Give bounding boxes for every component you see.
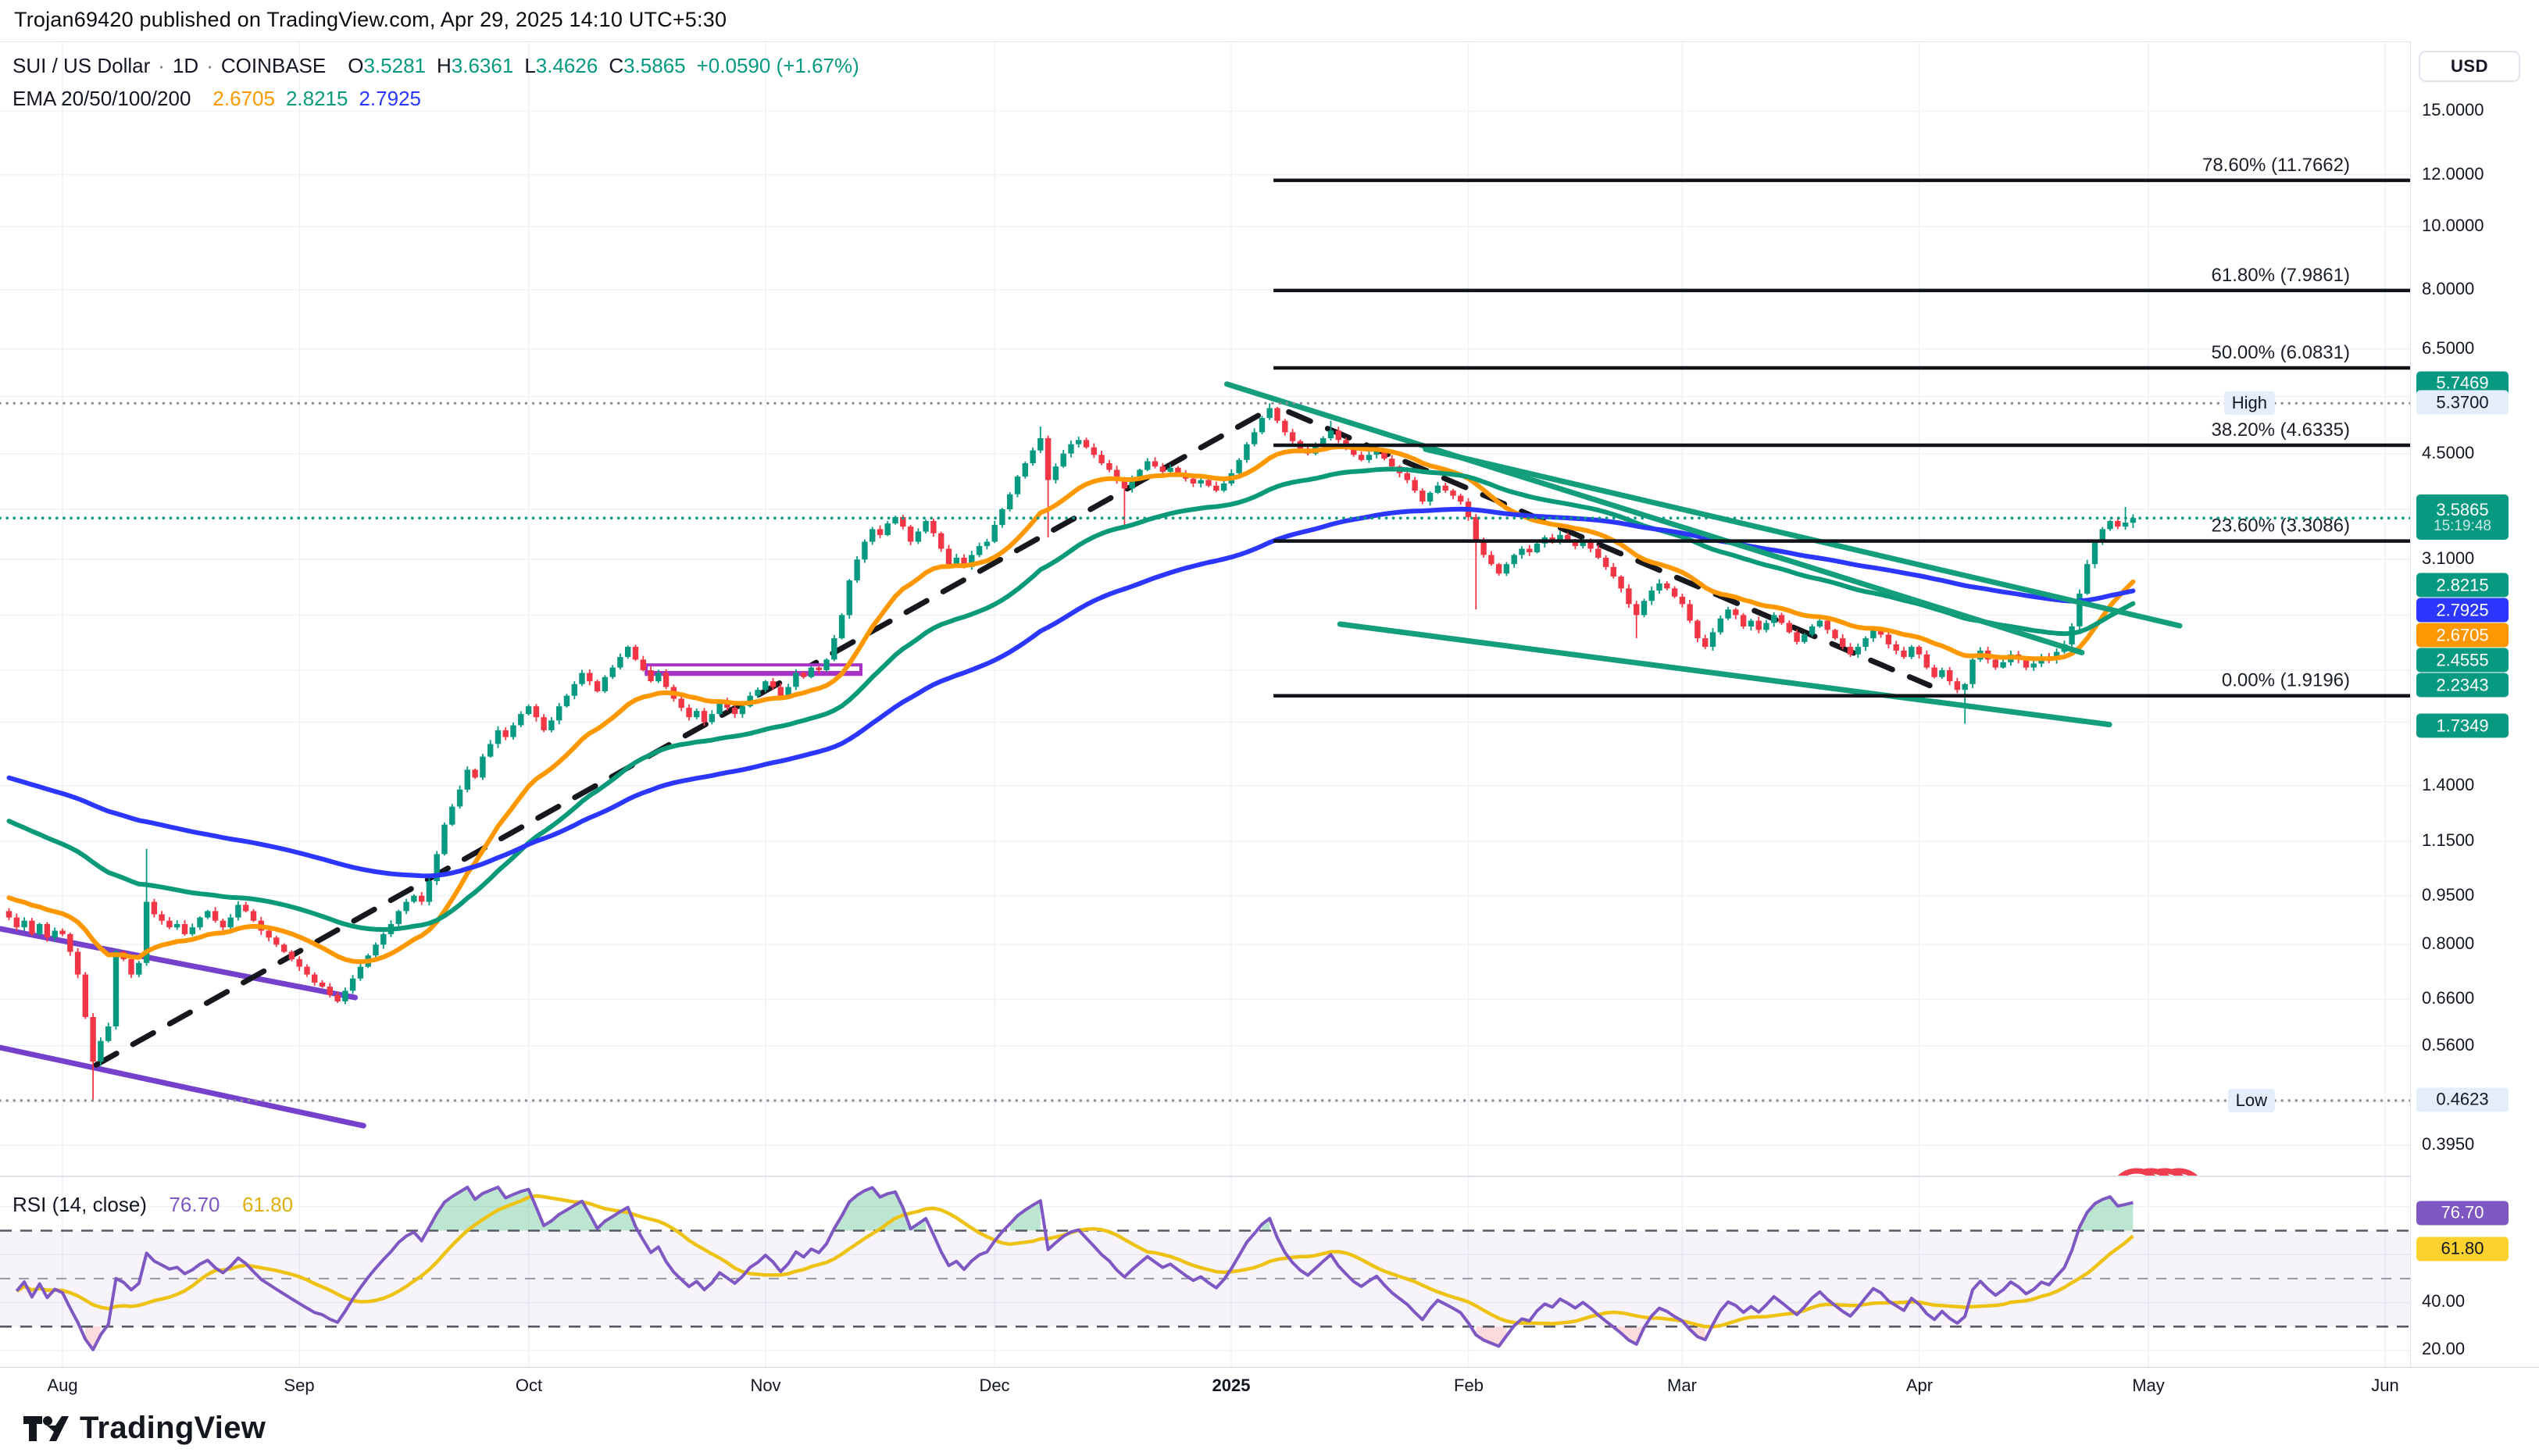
ema20-value: 2.6705 [212,86,275,110]
price-badge: 2.8215 [2416,573,2509,598]
rsi-badge: 76.70 [2416,1201,2509,1226]
ema-50-line [6,466,2136,932]
teal-resistance-long [1224,381,2085,655]
dashed-uptrend [93,404,1277,1068]
teal-support [1337,621,2112,728]
rsi-legend: RSI (14, close) 76.70 61.80 [12,1193,293,1217]
price-tick: 0.8000 [2422,933,2475,954]
price-tick: 4.5000 [2422,442,2475,462]
fib-label: 78.60% (11.7662) [2202,155,2350,176]
price-tick: 0.9500 [2422,884,2475,905]
ema50-value: 2.8215 [285,86,348,110]
fib-label: 50.00% (6.0831) [2212,342,2350,363]
purple-channel-lower [0,1044,366,1129]
time-label-oct: Oct [515,1376,543,1395]
separator-dot: · [158,53,165,77]
time-label-apr: Apr [1905,1376,1934,1395]
price-badge: 2.7925 [2416,598,2509,623]
tradingview-logo[interactable]: TradingView [23,1411,266,1446]
price-tick: 3.1000 [2422,548,2475,569]
fib-label: 61.80% (7.9861) [2212,265,2350,286]
close-value: 3.5865 [623,53,686,77]
price-tick: 10.0000 [2422,216,2484,236]
currency-toggle[interactable]: USD [2419,51,2520,82]
price-badge: 2.6705 [2416,623,2509,648]
time-label-aug: Aug [47,1376,78,1395]
attribution-text: Trojan69420 published on TradingView.com… [14,8,727,31]
rsi-indicator-pane[interactable]: RSI (14, close) 76.70 61.80 [0,1176,2410,1369]
tradingview-mark-icon [23,1415,69,1441]
high-letter: H [437,53,452,77]
purple-range-box [645,663,862,676]
price-badge: 0.4623 [2416,1087,2509,1112]
rsi-badge: 61.80 [2416,1237,2509,1262]
dashed-downtrend [1286,409,1933,689]
symbol-name: SUI / US Dollar [12,53,151,77]
fib-label: 23.60% (3.3086) [2212,516,2350,537]
high-line-label: High [2223,391,2275,415]
last-price-value: 3.5865 [2436,499,2489,519]
price-tick: 8.0000 [2422,279,2475,299]
price-tick: 1.4000 [2422,774,2475,794]
ema-label: EMA 20/50/100/200 [12,86,191,110]
time-label-may: May [2132,1376,2165,1395]
low-letter: L [524,53,536,77]
time-label-dec: Dec [979,1376,1010,1395]
low-value: 3.4626 [535,53,598,77]
price-tick: 12.0000 [2422,163,2484,184]
price-badge: 5.3700 [2416,390,2509,415]
ema-20-line [6,444,2136,965]
time-label-nov: Nov [750,1376,781,1395]
open-letter: O [348,53,364,77]
time-label-feb: Feb [1454,1376,1484,1395]
ema-legend-row: EMA 20/50/100/200 2.6705 2.8215 2.7925 [12,86,859,111]
price-chart-canvas[interactable]: 78.60% (11.7662) 61.80% (7.9861) 50.00% (6… [0,42,2410,1176]
rsi-signal-value: 61.80 [241,1193,294,1216]
price-tick: 0.3950 [2422,1134,2475,1154]
rsi-value: 76.70 [169,1193,220,1216]
separator-dot: · [206,53,213,77]
price-tick: 0.6600 [2422,988,2475,1008]
tradingview-wordmark: TradingView [80,1411,266,1445]
time-axis[interactable]: Aug Sep Oct Nov Dec 2025 Feb Mar Apr May Jun [0,1367,2539,1404]
time-label-sep: Sep [284,1376,315,1395]
ema100-value: 2.7925 [359,86,421,110]
purple-channel-upper [0,926,359,1001]
price-axis[interactable]: USD 15.0000 12.0000 10.0000 8.0000 6.5000 4.5… [2410,41,2539,1367]
price-badge: 2.4555 [2416,648,2509,673]
time-label-2025: 2025 [1212,1376,1251,1395]
rsi-canvas[interactable] [0,1177,2410,1367]
time-label-mar: Mar [1667,1376,1697,1395]
teal-resistance-2 [1423,446,2183,629]
price-tick: 0.5600 [2422,1035,2475,1055]
fib-label: 0.00% (1.9196) [2222,670,2350,691]
time-label-jun: Jun [2371,1376,2399,1395]
price-tick: 15.0000 [2422,100,2484,120]
price-badge: 2.2343 [2416,673,2509,698]
symbol-legend-row: SUI / US Dollar · 1D · COINBASE O 3.5281… [12,53,859,78]
price-tick: 1.1500 [2422,830,2475,851]
low-line-label: Low [2227,1089,2275,1112]
rsi-tick: 40.00 [2422,1290,2466,1311]
open-value: 3.5281 [363,53,426,77]
bar-countdown: 15:19:48 [2434,517,2491,534]
main-chart-pane[interactable]: 78.60% (11.7662) 61.80% (7.9861) 50.00% (6… [0,41,2410,1176]
price-badge: 1.7349 [2416,713,2509,738]
close-letter: C [609,53,624,77]
rsi-label: RSI (14, close) [12,1193,147,1216]
last-price-badge: 3.5865 15:19:48 [2416,494,2509,541]
rsi-tick: 20.00 [2422,1339,2466,1358]
rsi-line [15,1185,2134,1351]
symbol-legend: SUI / US Dollar · 1D · COINBASE O 3.5281… [12,53,859,119]
usd-coins-watermark [2116,1168,2199,1176]
ema-100-line [6,506,2136,879]
fib-label: 38.20% (4.6335) [2212,419,2350,441]
change-value: +0.0590 (+1.67%) [696,53,859,77]
price-tick: 6.5000 [2422,337,2475,358]
high-value: 3.6361 [451,53,514,77]
exchange-label: COINBASE [220,53,327,77]
interval-label: 1D [172,53,199,77]
candlestick-series [5,403,2137,1101]
